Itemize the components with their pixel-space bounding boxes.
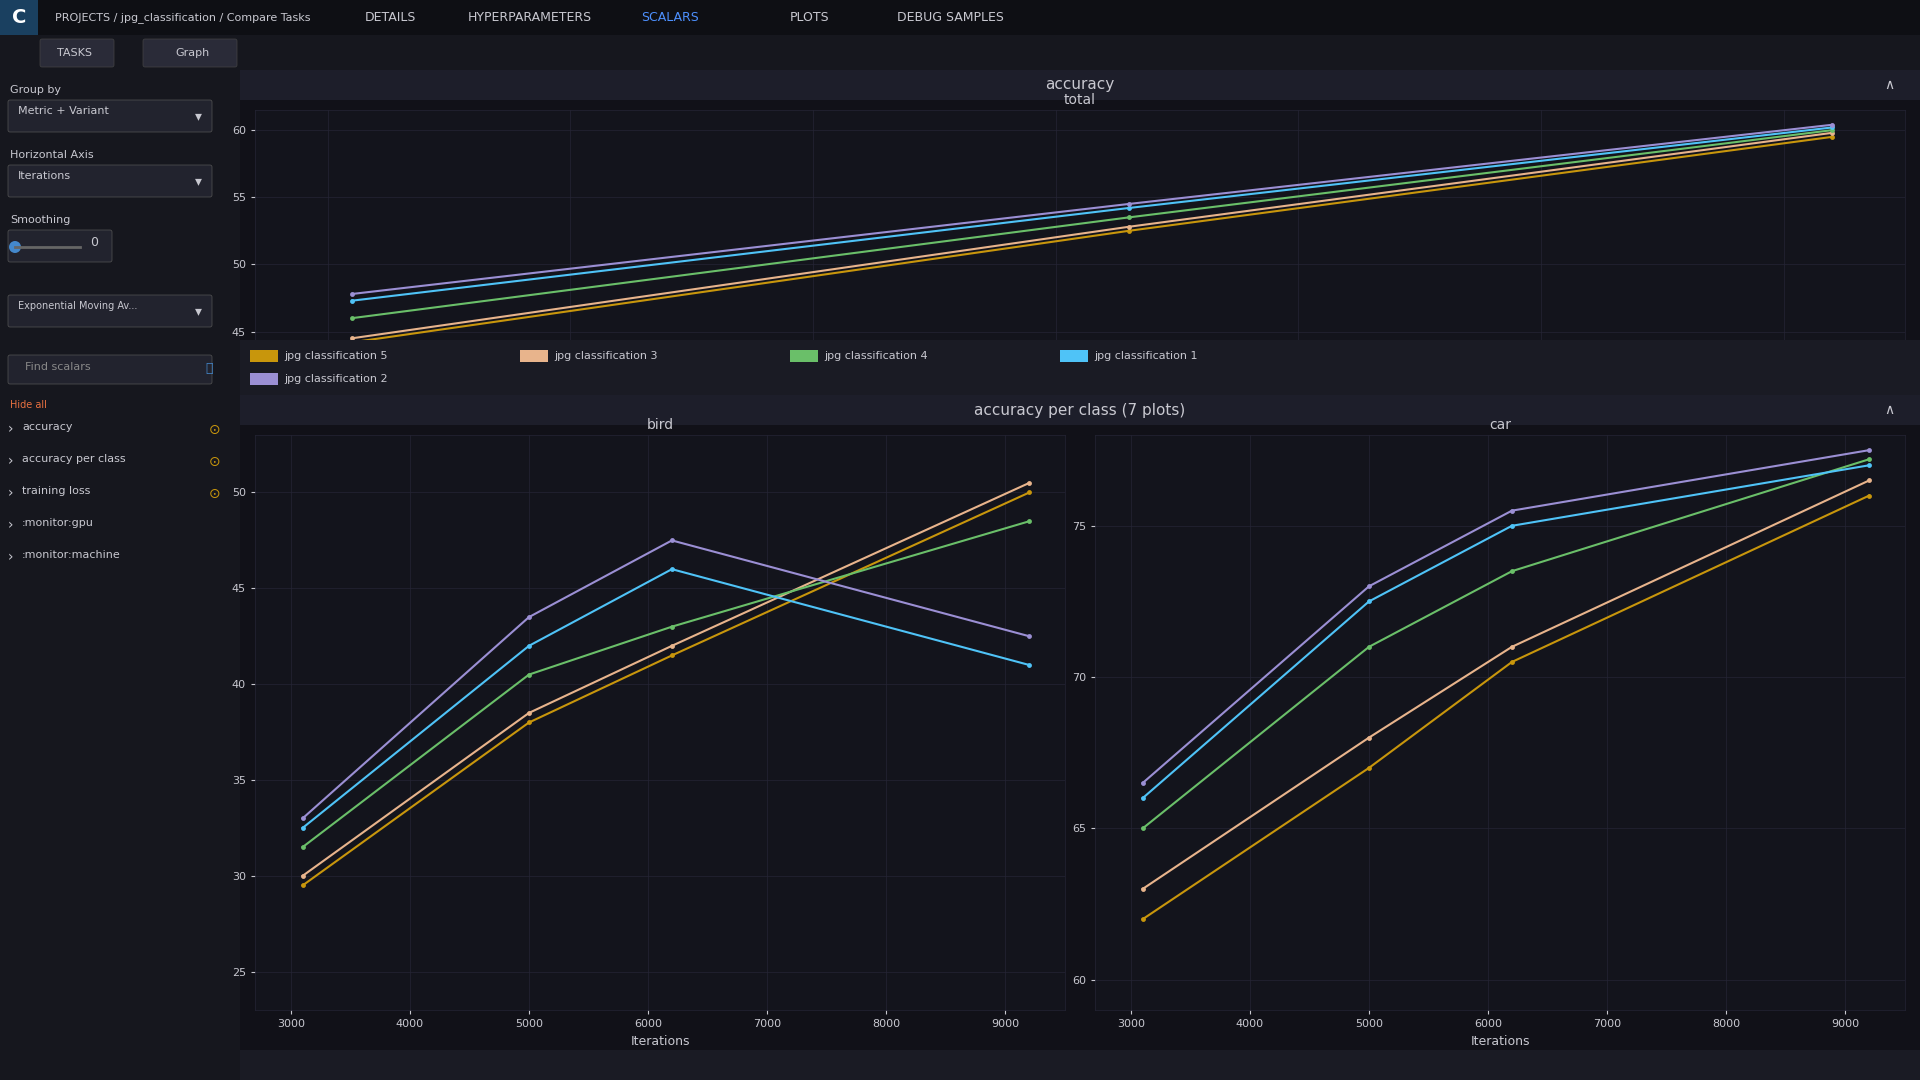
- Text: TASKS: TASKS: [58, 48, 92, 58]
- FancyBboxPatch shape: [8, 165, 211, 197]
- Text: ›: ›: [8, 454, 13, 468]
- Text: :monitor:machine: :monitor:machine: [21, 550, 121, 561]
- Text: 🔍: 🔍: [205, 363, 213, 376]
- Text: HYPERPARAMETERS: HYPERPARAMETERS: [468, 11, 591, 24]
- Text: PROJECTS / jpg_classification / Compare Tasks: PROJECTS / jpg_classification / Compare …: [56, 12, 311, 23]
- Bar: [0, 0, 38, 35]
- Text: DEBUG SAMPLES: DEBUG SAMPLES: [897, 11, 1004, 24]
- Title: total: total: [1064, 94, 1096, 107]
- Bar: [250, 373, 278, 384]
- Text: ⊙: ⊙: [209, 455, 221, 469]
- Text: jpg classification 4: jpg classification 4: [824, 351, 927, 361]
- X-axis label: Iterations: Iterations: [630, 1035, 689, 1048]
- Title: bird: bird: [647, 418, 674, 432]
- Text: jpg classification 2: jpg classification 2: [284, 374, 388, 384]
- Text: ›: ›: [8, 486, 13, 500]
- Circle shape: [10, 241, 21, 253]
- Text: C: C: [12, 8, 27, 27]
- Text: accuracy: accuracy: [1044, 78, 1116, 93]
- Text: Iterations: Iterations: [17, 171, 71, 181]
- Text: accuracy: accuracy: [21, 422, 73, 432]
- Bar: [1060, 350, 1089, 362]
- Title: car: car: [1490, 418, 1511, 432]
- Text: 0: 0: [90, 237, 98, 249]
- Text: ∧: ∧: [1885, 403, 1895, 417]
- FancyBboxPatch shape: [142, 39, 236, 67]
- Text: jpg classification 1: jpg classification 1: [1094, 351, 1198, 361]
- Text: Group by: Group by: [10, 85, 61, 95]
- Text: DETAILS: DETAILS: [365, 11, 417, 24]
- Text: Graph: Graph: [175, 48, 209, 58]
- FancyBboxPatch shape: [8, 230, 111, 262]
- Text: ›: ›: [8, 550, 13, 564]
- Text: accuracy per class (7 plots): accuracy per class (7 plots): [973, 403, 1187, 418]
- Bar: [250, 350, 278, 362]
- Text: ▾: ▾: [196, 174, 202, 188]
- Text: Metric + Variant: Metric + Variant: [17, 106, 109, 116]
- Text: ∧: ∧: [1885, 78, 1895, 92]
- X-axis label: Iterations: Iterations: [1471, 1035, 1530, 1048]
- Text: Find scalars: Find scalars: [25, 362, 90, 372]
- Text: training loss: training loss: [21, 486, 90, 496]
- FancyBboxPatch shape: [8, 100, 211, 132]
- Bar: [789, 350, 818, 362]
- Text: ▾: ▾: [196, 303, 202, 318]
- Text: :monitor:gpu: :monitor:gpu: [21, 518, 94, 528]
- Text: Exponential Moving Av...: Exponential Moving Av...: [17, 301, 138, 311]
- Text: ›: ›: [8, 422, 13, 436]
- Text: jpg classification 3: jpg classification 3: [555, 351, 657, 361]
- FancyBboxPatch shape: [40, 39, 113, 67]
- X-axis label: Iterations: Iterations: [1050, 369, 1110, 382]
- Text: ›: ›: [8, 518, 13, 532]
- Text: jpg classification 5: jpg classification 5: [284, 351, 388, 361]
- Text: accuracy per class: accuracy per class: [21, 454, 125, 464]
- Text: Horizontal Axis: Horizontal Axis: [10, 150, 94, 160]
- Text: ▾: ▾: [196, 109, 202, 123]
- Text: Hide all: Hide all: [10, 400, 46, 410]
- FancyBboxPatch shape: [8, 295, 211, 327]
- Text: ⊙: ⊙: [209, 423, 221, 437]
- FancyBboxPatch shape: [8, 355, 211, 384]
- Text: Smoothing: Smoothing: [10, 215, 71, 225]
- Text: PLOTS: PLOTS: [791, 11, 829, 24]
- Bar: [520, 350, 547, 362]
- Text: SCALARS: SCALARS: [641, 11, 699, 24]
- Text: ⊙: ⊙: [209, 487, 221, 501]
